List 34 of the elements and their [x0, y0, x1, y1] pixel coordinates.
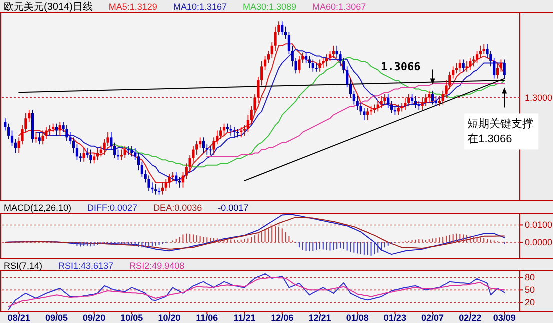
x-tick-label: 01/08 [346, 313, 369, 323]
y-tick-label: 0.0000 [525, 237, 553, 248]
x-tick-label: 12/21 [308, 313, 332, 323]
annotation: 短期关键支撑在1.3066 [468, 118, 534, 146]
text: RSI2:49.9408 [130, 261, 185, 271]
y-tick-label: 0.0100 [525, 220, 553, 230]
text: MA30:1.3089 [243, 2, 297, 12]
text: -0.0017 [218, 203, 249, 213]
y-tick-label: 20 [525, 298, 536, 308]
x-tick-label: 09/20 [83, 313, 106, 323]
y-tick-label: 80 [525, 272, 536, 283]
text: 1.3000 [525, 92, 553, 103]
text: MA60:1.3067 [312, 2, 366, 12]
y-tick-label: 50 [525, 285, 536, 296]
x-tick-label: 08/21 [8, 313, 30, 323]
x-tick-label: 11/06 [196, 313, 218, 323]
x-tick-label: 10/05 [120, 313, 144, 323]
annotation: 1.3066 [381, 60, 422, 74]
x-tick-label: 02/22 [459, 313, 482, 323]
series-label: RSI1:43.6137 [58, 261, 114, 271]
chart-title: MACD(12,26,10) [4, 203, 72, 213]
x-tick-label: 03/09 [493, 313, 516, 323]
x-tick-label: 02/07 [422, 313, 444, 323]
x-tick-label: 10/20 [158, 313, 181, 323]
text: DIFF:0.0027 [88, 203, 138, 213]
text: MA5:1.3129 [108, 2, 158, 12]
x-tick-label: 01/23 [384, 313, 406, 323]
x-tick-label: 09/05 [45, 313, 68, 323]
text: DEA:0.0036 [154, 203, 202, 213]
x-tick-label: 12/06 [271, 313, 294, 323]
chart-title: RSI(7,14) [4, 261, 43, 271]
x-tick-label: 11/21 [234, 313, 256, 323]
chart-title: 欧元美元(3014)日线 [4, 1, 93, 13]
text: MA10:1.3167 [173, 2, 227, 12]
